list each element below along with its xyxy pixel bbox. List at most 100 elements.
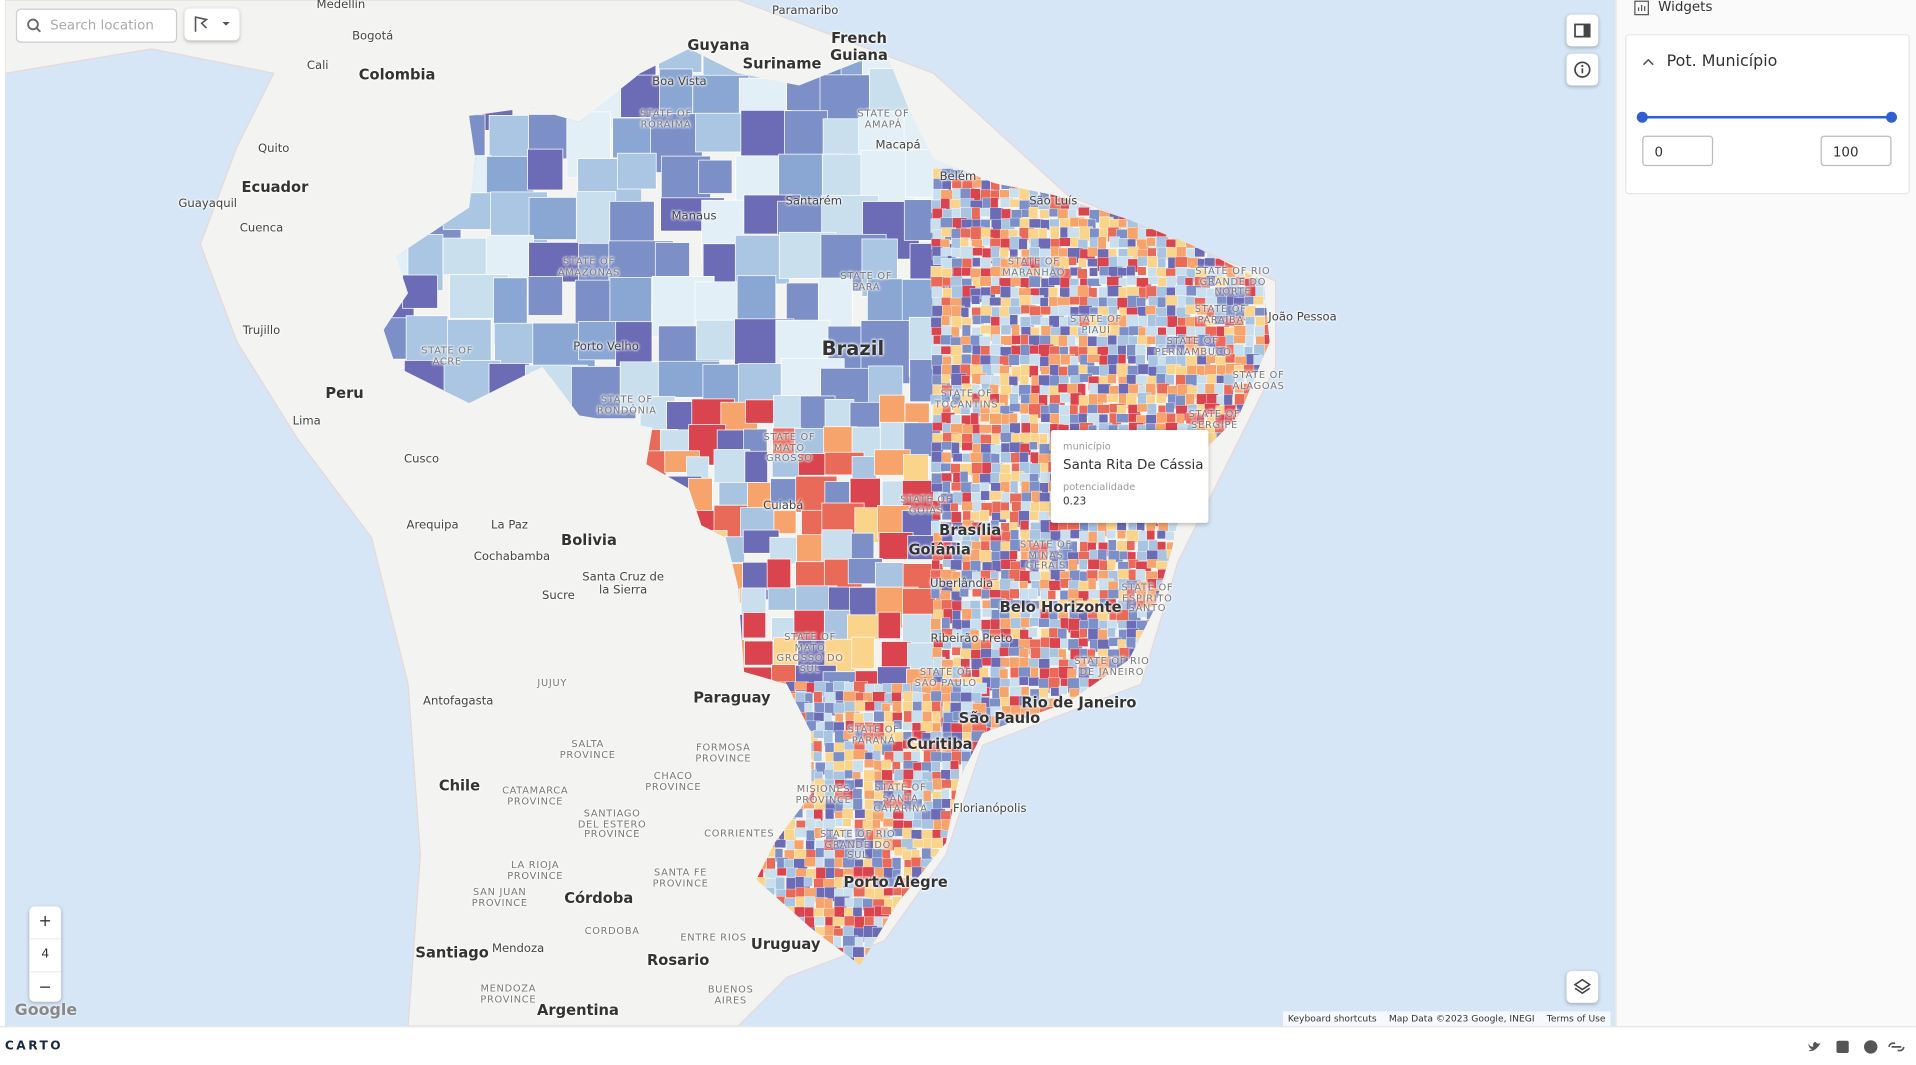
collapse-icon[interactable]	[1641, 55, 1656, 70]
draw-tool-button[interactable]	[184, 8, 240, 41]
region	[1206, 727, 1221, 742]
region	[803, 876, 813, 887]
layers-button[interactable]	[1566, 971, 1599, 1003]
region	[1263, 727, 1270, 739]
slider-handle[interactable]	[1636, 111, 1648, 123]
region	[950, 769, 960, 780]
region	[1215, 492, 1224, 502]
footer: CARTO	[0, 1026, 1916, 1065]
region	[1253, 256, 1265, 270]
region	[1224, 481, 1237, 494]
region	[960, 307, 970, 318]
region	[1077, 707, 1088, 721]
region	[1216, 226, 1231, 240]
region	[1205, 187, 1220, 197]
region	[1079, 559, 1088, 570]
region	[1108, 745, 1124, 759]
facebook-link[interactable]	[1864, 1040, 1878, 1054]
region	[1264, 168, 1270, 178]
region	[1059, 393, 1072, 403]
region	[1225, 180, 1239, 193]
region	[1079, 620, 1090, 630]
region	[1233, 335, 1247, 344]
region	[1136, 589, 1147, 601]
region	[1108, 179, 1125, 191]
region	[1060, 745, 1071, 756]
region	[1128, 745, 1142, 755]
region	[1205, 608, 1216, 619]
region	[1058, 725, 1073, 738]
zoom-out[interactable]: −	[38, 978, 52, 997]
region	[913, 955, 923, 966]
region	[1254, 659, 1270, 673]
terms-link[interactable]: Terms of Use	[1546, 1012, 1606, 1024]
region	[1254, 482, 1267, 492]
region	[991, 746, 1002, 763]
region	[1215, 207, 1227, 222]
region	[1185, 579, 1198, 592]
region	[1156, 219, 1167, 232]
region	[1106, 529, 1116, 539]
region	[1264, 628, 1270, 643]
region	[1156, 668, 1169, 679]
region	[842, 857, 857, 868]
slider-handle[interactable]	[1886, 111, 1897, 123]
twitter-link[interactable]	[1808, 1042, 1821, 1052]
region	[1194, 316, 1208, 327]
region	[1059, 716, 1071, 727]
region	[1166, 628, 1180, 644]
region	[1195, 696, 1208, 710]
region	[1147, 217, 1164, 230]
region	[1087, 187, 1103, 204]
region	[1049, 637, 1061, 650]
region	[1223, 169, 1239, 185]
region	[1234, 197, 1250, 209]
region	[1147, 666, 1158, 677]
region	[883, 945, 893, 962]
search-box[interactable]: Search location	[15, 8, 178, 43]
region	[1078, 638, 1089, 647]
region	[1030, 666, 1039, 678]
map[interactable]: Medellín Bogotá Cali Colombia Quito Ecuador Gu…	[4, 0, 1616, 1027]
region	[1255, 521, 1270, 534]
region	[911, 849, 920, 859]
region	[1244, 208, 1261, 224]
region	[972, 955, 989, 966]
region	[1058, 685, 1068, 695]
region	[961, 955, 974, 966]
region	[1146, 394, 1156, 405]
region	[1196, 628, 1213, 638]
min-input[interactable]: 0	[1642, 135, 1714, 167]
region	[1186, 197, 1198, 214]
region	[922, 965, 932, 973]
region	[1186, 696, 1201, 709]
region	[1185, 657, 1198, 667]
region	[1147, 696, 1163, 705]
panel-toggle-button[interactable]	[1566, 14, 1599, 47]
region	[960, 819, 972, 835]
max-input[interactable]: 100	[1820, 135, 1892, 167]
region	[1264, 217, 1270, 228]
region	[1050, 718, 1061, 731]
region	[1097, 383, 1111, 395]
zoom-in[interactable]: +	[29, 906, 62, 940]
range-slider[interactable]	[1626, 105, 1908, 129]
keyboard-shortcuts[interactable]: Keyboard shortcuts	[1287, 1012, 1377, 1024]
share-link[interactable]	[1888, 1042, 1905, 1052]
region	[941, 878, 956, 892]
region	[1156, 412, 1167, 424]
region	[951, 936, 967, 947]
region	[913, 916, 928, 930]
region	[1157, 405, 1167, 414]
region	[1225, 353, 1236, 364]
region	[1216, 688, 1232, 704]
region	[990, 677, 1001, 689]
info-button[interactable]	[1566, 53, 1599, 86]
region	[1226, 658, 1239, 669]
region	[1245, 639, 1260, 653]
region	[952, 878, 963, 890]
region	[852, 946, 865, 959]
region	[1216, 541, 1227, 555]
region	[989, 589, 1003, 598]
linkedin-link[interactable]	[1836, 1040, 1849, 1054]
